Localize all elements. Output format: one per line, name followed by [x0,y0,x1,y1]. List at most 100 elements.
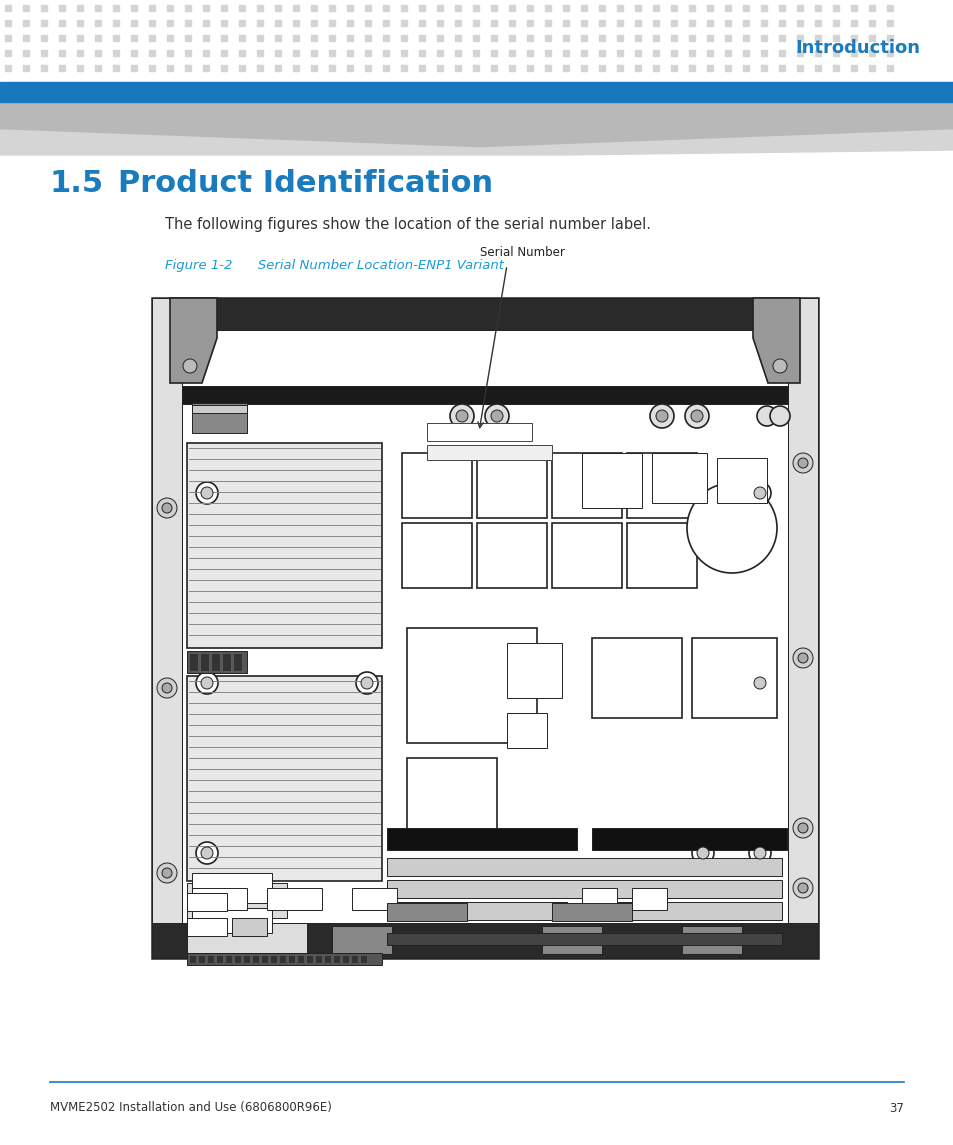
Text: Serial Number: Serial Number [479,246,564,260]
Bar [324,955,331,963]
Bar [387,903,467,921]
Bar [200,653,209,671]
Bar [706,5,712,11]
Bar [552,523,621,589]
Circle shape [753,487,765,499]
Bar [724,19,730,26]
Bar [382,50,389,56]
Bar [365,35,371,41]
Bar [239,19,245,26]
Bar [401,453,472,518]
Bar [152,923,817,958]
Bar [203,19,209,26]
Bar [215,955,223,963]
Bar [814,5,821,11]
Bar [112,35,119,41]
Bar [476,523,546,589]
Bar [261,955,268,963]
Circle shape [792,818,812,838]
Bar [400,5,407,11]
Circle shape [753,677,765,689]
Bar [5,35,11,41]
Circle shape [757,406,776,426]
Bar [706,35,712,41]
Circle shape [484,404,509,428]
Bar [814,50,821,56]
Bar [652,65,659,71]
Text: 1.5: 1.5 [50,168,104,197]
Bar [274,19,281,26]
Bar [886,35,892,41]
Bar [436,35,442,41]
Bar [152,298,817,330]
Bar [189,955,195,963]
Bar [509,5,515,11]
Circle shape [792,453,812,473]
Circle shape [792,648,812,668]
Bar [455,50,460,56]
Bar [293,5,298,11]
Bar [581,453,641,508]
Bar [580,50,586,56]
Bar [407,627,537,743]
Polygon shape [0,131,953,155]
Bar [526,50,533,56]
Bar [760,35,766,41]
Bar [742,5,748,11]
Bar [23,50,29,56]
Bar [382,19,389,26]
Bar [347,5,353,11]
Circle shape [491,410,502,423]
Bar [886,19,892,26]
Circle shape [649,404,673,428]
Bar [617,19,622,26]
Bar [59,19,65,26]
Bar [131,35,137,41]
Bar [670,50,677,56]
Circle shape [686,483,776,572]
Circle shape [748,672,770,694]
Bar [562,50,568,56]
Bar [365,65,371,71]
Bar [418,65,424,71]
Circle shape [183,360,196,373]
Bar [149,5,154,11]
Bar [274,35,281,41]
Bar [787,298,817,958]
Bar [473,5,478,11]
Bar [267,889,322,910]
Bar [742,65,748,71]
Bar [192,403,247,433]
Bar [760,65,766,71]
Bar [239,35,245,41]
Bar [418,35,424,41]
Bar [868,35,874,41]
Bar [41,19,47,26]
Bar [760,5,766,11]
Bar [427,423,532,441]
Circle shape [684,404,708,428]
Bar [779,5,784,11]
Bar [221,5,227,11]
Bar [635,50,640,56]
Text: Product Identification: Product Identification [118,168,493,197]
Bar [347,65,353,71]
Bar [491,35,497,41]
Bar [742,35,748,41]
Bar [222,653,231,671]
Bar [541,926,601,954]
Bar [95,65,101,71]
Circle shape [697,847,708,859]
Bar [187,652,247,673]
Bar [724,65,730,71]
Bar [41,5,47,11]
Bar [185,19,191,26]
Bar [95,50,101,56]
Bar [152,298,182,958]
Bar [382,35,389,41]
Bar [341,955,349,963]
Bar [5,50,11,56]
Circle shape [769,406,789,426]
Bar [652,19,659,26]
Bar [796,50,802,56]
